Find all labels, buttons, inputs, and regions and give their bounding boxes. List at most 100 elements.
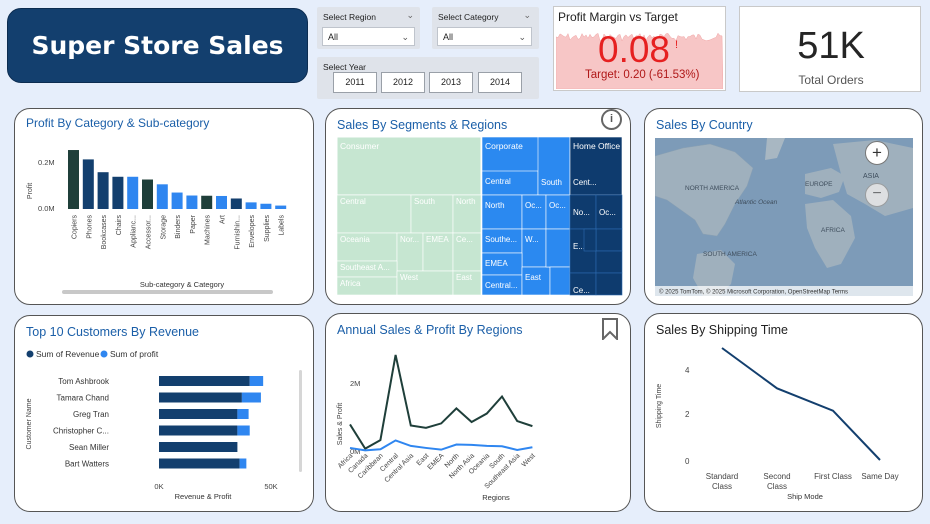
map-label: NORTH AMERICA — [685, 185, 740, 192]
horizontal-scrollbar[interactable] — [62, 290, 273, 294]
revenue-bar[interactable] — [159, 409, 238, 419]
treemap-tile-label: West — [400, 273, 419, 282]
treemap-tile-label: Africa — [340, 279, 361, 288]
top-customers-card: Top 10 Customers By Revenue Sum of Reven… — [14, 315, 314, 512]
customer-name-label: Sean Miller — [69, 443, 109, 452]
map-label: SOUTH AMERICA — [703, 251, 757, 258]
profit-bar[interactable] — [82, 159, 94, 209]
annual-series-line[interactable] — [349, 439, 533, 452]
shipping-line[interactable] — [721, 347, 881, 461]
treemap-tile[interactable] — [549, 266, 571, 296]
annual-y-axis-title: Sales & Profit — [337, 403, 344, 445]
profit-category-label: Copiers — [72, 215, 79, 240]
ship-x-label: Standard — [706, 472, 738, 481]
profit-bar[interactable] — [127, 176, 139, 209]
profit-bar[interactable] — [156, 184, 168, 209]
profit-bar[interactable] — [171, 192, 183, 209]
treemap-tile[interactable] — [595, 250, 623, 274]
category-slicer: Select Category ⌄ All ⌄ — [432, 7, 539, 49]
revenue-bar[interactable] — [159, 392, 242, 403]
treemap-tile-label: Ce... — [573, 286, 590, 295]
profit-category-label: Machines — [205, 215, 212, 245]
treemap-tile[interactable] — [481, 228, 523, 254]
kpi-target: Target: 0.20 (-61.53%) — [585, 69, 700, 81]
profit-bar[interactable] — [260, 203, 272, 209]
info-icon[interactable]: i — [601, 109, 622, 130]
map-zoom-in-button[interactable]: + — [865, 141, 889, 165]
profit-bar[interactable] — [239, 458, 247, 469]
profit-bar[interactable] — [68, 150, 79, 209]
profit-bar[interactable] — [237, 409, 249, 419]
treemap-tile[interactable] — [452, 270, 482, 296]
treemap-tile[interactable] — [422, 232, 454, 272]
treemap-tile-label: EMEA — [485, 259, 508, 268]
profit-bar[interactable] — [186, 195, 198, 209]
profit-bar[interactable] — [275, 205, 287, 209]
profit-bar[interactable] — [237, 425, 250, 436]
profit-bar[interactable] — [241, 392, 261, 403]
treemap-tile[interactable] — [545, 194, 571, 230]
cust-tick-label: 0K — [154, 482, 163, 491]
map-label: EUROPE — [805, 181, 833, 188]
map-attribution: © 2025 TomTom, © 2025 Microsoft Corporat… — [659, 289, 848, 296]
treemap-tile[interactable] — [569, 194, 597, 230]
ship-tick-label: 0 — [685, 457, 690, 466]
ship-x-label: Same Day — [861, 472, 898, 481]
treemap-tile[interactable] — [545, 228, 571, 268]
treemap-tile[interactable] — [452, 232, 482, 272]
annual-series-line[interactable] — [349, 354, 533, 450]
region-slicer-label: Select Region — [323, 12, 376, 22]
dashboard-title: Super Store Sales — [31, 31, 284, 60]
year-button-2014[interactable]: 2014 — [478, 72, 522, 93]
profit-bar[interactable] — [216, 195, 227, 209]
profit-x-axis-title: Sub-category & Category — [140, 280, 224, 289]
map-zoom-out-button[interactable]: − — [865, 183, 889, 207]
profit-bar[interactable] — [142, 179, 153, 209]
profit-axis-label: Profit — [27, 183, 34, 199]
treemap-tile[interactable] — [396, 270, 454, 296]
treemap-tile[interactable] — [583, 228, 597, 252]
africa-land — [805, 200, 855, 268]
category-slicer-chevron-icon[interactable]: ⌄ — [523, 10, 531, 20]
revenue-bar[interactable] — [159, 376, 250, 386]
profit-by-category-card: Profit By Category & Sub-category Profit… — [14, 108, 314, 305]
treemap-tile[interactable] — [595, 194, 623, 230]
treemap-tile[interactable] — [595, 228, 623, 252]
year-button-2013[interactable]: 2013 — [429, 72, 473, 93]
treemap-tile-label: South — [414, 197, 435, 206]
profit-bar[interactable] — [249, 376, 264, 386]
ship-x-axis-title: Ship Mode — [787, 492, 823, 501]
profit-bar[interactable] — [201, 195, 213, 209]
treemap-tile[interactable] — [595, 272, 623, 296]
treemap-tile[interactable] — [521, 194, 547, 230]
kpi-trend-background — [556, 32, 723, 89]
treemap-tile[interactable] — [452, 194, 482, 234]
treemap-tile[interactable] — [336, 232, 398, 262]
profit-tick-label: 0.0M — [38, 204, 55, 213]
treemap-tile[interactable] — [336, 194, 412, 234]
profit-category-label: Accessor... — [146, 215, 153, 249]
treemap-tile[interactable] — [396, 232, 424, 272]
profit-bar[interactable] — [112, 176, 124, 209]
region-dropdown[interactable]: All ⌄ — [322, 27, 415, 46]
cust-tick-label: 50K — [264, 482, 277, 491]
customer-axis-title: Customer Name — [26, 398, 33, 449]
profit-bar[interactable] — [97, 172, 109, 209]
annual-sales-chart: Sales & Profit 2M 0M Regions AfricaCanad… — [337, 354, 537, 502]
revenue-bar[interactable] — [159, 458, 240, 469]
bookmark-icon[interactable] — [601, 318, 619, 340]
year-button-2011[interactable]: 2011 — [333, 72, 377, 93]
profit-bar[interactable] — [230, 198, 242, 209]
vertical-scrollbar[interactable] — [299, 370, 302, 472]
annual-sales-title: Annual Sales & Profit By Regions — [337, 323, 523, 337]
revenue-bar[interactable] — [159, 442, 238, 452]
year-button-2012[interactable]: 2012 — [381, 72, 425, 93]
region-slicer-chevron-icon[interactable]: ⌄ — [406, 10, 414, 20]
world-map[interactable]: NORTH AMERICA EUROPE ASIA AFRICA SOUTH A… — [655, 138, 913, 296]
profit-category-label: Supplies — [264, 215, 271, 242]
revenue-bar[interactable] — [159, 425, 238, 436]
profit-bar[interactable] — [245, 202, 257, 209]
category-dropdown[interactable]: All ⌄ — [437, 27, 532, 46]
treemap-tile[interactable] — [336, 136, 482, 196]
plus-icon: + — [872, 143, 882, 162]
